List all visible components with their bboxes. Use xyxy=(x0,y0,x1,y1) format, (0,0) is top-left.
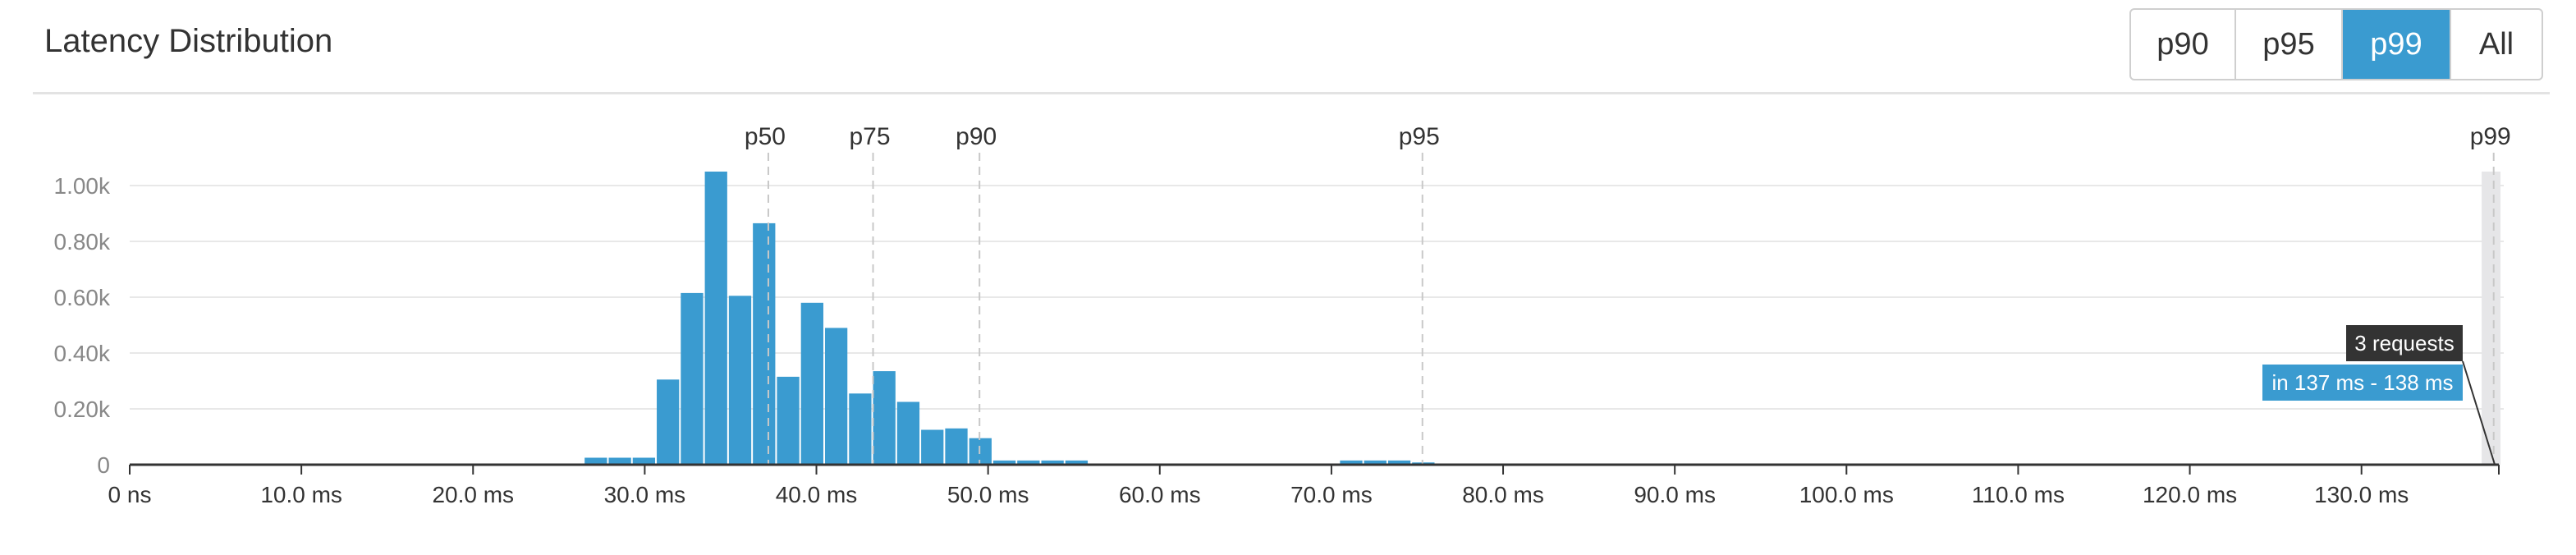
tooltip-pointer xyxy=(2462,360,2496,466)
x-tick-label: 30.0 ms xyxy=(604,482,686,507)
histogram-bar xyxy=(824,328,848,465)
p99-button[interactable]: p99 xyxy=(2343,10,2451,79)
histogram-bar xyxy=(681,292,704,465)
histogram-bar xyxy=(1065,460,1089,465)
x-tick-label: 90.0 ms xyxy=(1634,482,1716,507)
x-tick-label: 50.0 ms xyxy=(947,482,1029,507)
histogram-bar xyxy=(608,457,631,465)
histogram-bar xyxy=(800,302,823,465)
histogram-bar xyxy=(945,428,968,465)
x-tick-label: 110.0 ms xyxy=(1972,482,2065,507)
histogram-bar xyxy=(584,457,607,465)
y-tick-label: 1.00k xyxy=(54,173,111,199)
x-tick-label: 70.0 ms xyxy=(1290,482,1373,507)
all-button[interactable]: All xyxy=(2478,26,2514,62)
percentile-label-p90: p90 xyxy=(956,123,997,150)
histogram-bar xyxy=(992,460,1016,465)
percentile-label-p75: p75 xyxy=(850,123,891,150)
histogram-bar xyxy=(753,222,776,465)
histogram-bar xyxy=(1340,460,1363,465)
y-tick-label: 0.60k xyxy=(54,285,111,310)
x-tick-label: 60.0 ms xyxy=(1119,482,1201,507)
x-tick-label: 40.0 ms xyxy=(776,482,858,507)
x-tick-label: 20.0 ms xyxy=(432,482,514,507)
histogram-bar xyxy=(1364,460,1387,465)
histogram-bar xyxy=(704,172,727,465)
header-divider xyxy=(33,92,2550,94)
y-tick-label: 0.80k xyxy=(54,229,111,255)
x-tick-label: 120.0 ms xyxy=(2143,482,2237,507)
highlight-bin-background xyxy=(2482,172,2500,465)
histogram-bar xyxy=(657,379,680,465)
x-tick-label: 130.0 ms xyxy=(2314,482,2409,507)
tooltip-count-box xyxy=(2346,325,2463,361)
x-tick-label: 0 ns xyxy=(108,482,152,507)
histogram-bar xyxy=(728,296,752,465)
histogram-bar xyxy=(777,376,800,465)
histogram-bar xyxy=(632,457,656,465)
percentile-label-p95: p95 xyxy=(1399,123,1440,150)
histogram-bar xyxy=(969,438,992,465)
y-tick-label: 0.20k xyxy=(54,397,111,422)
percentile-label-p99: p99 xyxy=(2470,123,2511,150)
panel-title: Latency Distribution xyxy=(44,23,333,59)
x-tick-label: 100.0 ms xyxy=(1799,482,1894,507)
x-tick-label: 10.0 ms xyxy=(260,482,342,507)
histogram-bar xyxy=(1041,460,1064,465)
percentile-button-group: p90 p95 p99 All xyxy=(2129,8,2543,80)
percentile-label-p50: p50 xyxy=(745,123,786,150)
x-tick-label: 80.0 ms xyxy=(1462,482,1544,507)
tooltip-range: in 137 ms - 138 ms xyxy=(2271,370,2453,395)
histogram-bar xyxy=(1017,460,1040,465)
histogram-bar xyxy=(896,401,920,465)
histogram-bar xyxy=(921,429,944,465)
histogram-bar xyxy=(873,371,896,465)
histogram-bar xyxy=(1387,460,1411,465)
tooltip-range-box xyxy=(2262,365,2463,401)
p95-button[interactable]: p95 xyxy=(2236,10,2343,79)
p90-button[interactable]: p90 xyxy=(2131,10,2236,79)
tooltip-count: 3 requests xyxy=(2354,331,2454,355)
y-tick-label: 0.40k xyxy=(54,341,111,366)
y-tick-label: 0 xyxy=(97,452,110,478)
histogram-bar xyxy=(849,393,872,465)
